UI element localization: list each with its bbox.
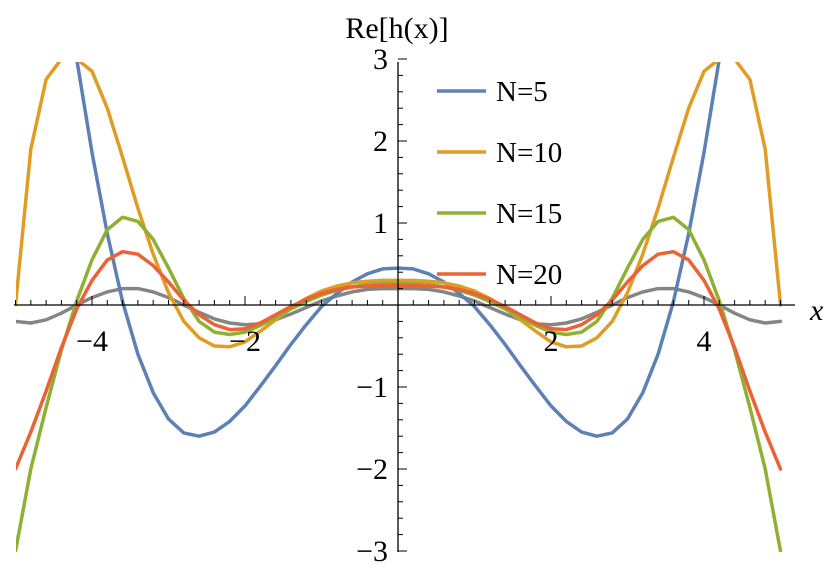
x-tick-label: −4 xyxy=(76,325,108,358)
labels-layer: −4 −2 2 4 −3 −2 −1 1 2 3Re[h(x)] x xyxy=(76,12,824,568)
legend-label: N=15 xyxy=(496,198,562,230)
legend-label: N=10 xyxy=(496,137,562,169)
x-tick-label: −2 xyxy=(229,325,261,358)
axes-layer xyxy=(14,58,795,552)
y-tick-label: 2 xyxy=(373,125,388,158)
legend-label: N=20 xyxy=(496,259,562,291)
y-axis-title: Re[h(x)] xyxy=(345,12,448,45)
x-tick-label: 2 xyxy=(544,325,559,358)
y-tick-label: −2 xyxy=(356,453,388,486)
y-tick-label: 1 xyxy=(373,207,388,240)
x-tick-label: 4 xyxy=(697,325,712,358)
x-axis-title: x xyxy=(809,294,824,327)
legend: N=5 N=10 N=15 N=20 xyxy=(437,76,562,291)
y-tick-label: −3 xyxy=(356,535,388,568)
legend-label: N=5 xyxy=(496,76,548,108)
y-tick-label: −1 xyxy=(356,371,388,404)
y-tick-label: 3 xyxy=(373,43,388,76)
